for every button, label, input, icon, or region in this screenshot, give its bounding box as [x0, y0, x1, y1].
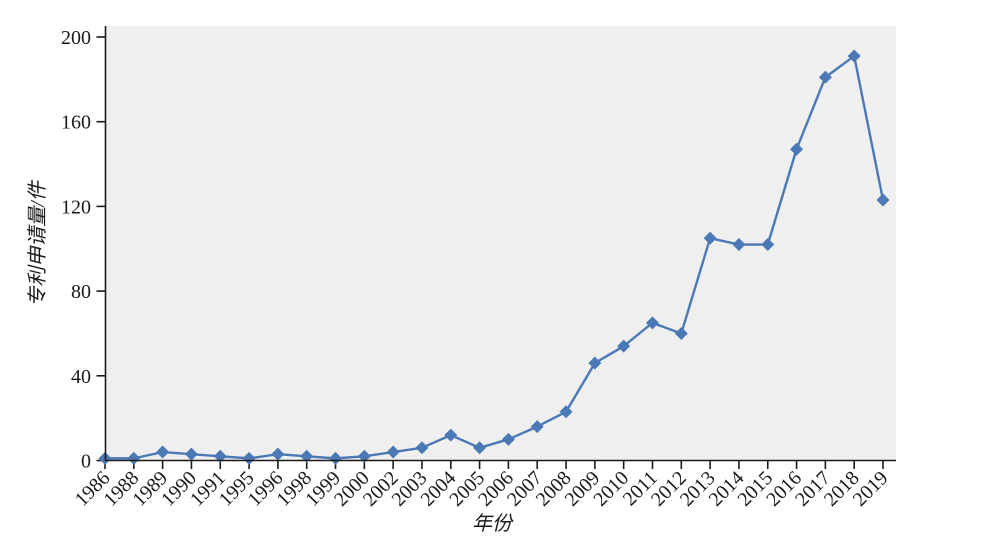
plot-area	[105, 26, 896, 461]
data-point-2009	[588, 356, 602, 370]
data-point-2014	[732, 238, 746, 252]
data-point-2015	[761, 238, 775, 252]
y-tick-label-80: 80	[71, 281, 91, 303]
data-point-1990	[184, 447, 198, 461]
data-point-1996	[271, 447, 285, 461]
y-tick-label-0: 0	[81, 451, 91, 473]
x-axis-title: 年份	[472, 513, 514, 535]
data-point-2006	[501, 432, 515, 446]
data-point-1995	[242, 451, 256, 465]
data-point-2012	[674, 326, 688, 340]
data-point-1991	[213, 449, 227, 463]
data-point-2011	[645, 316, 659, 330]
data-point-1988	[127, 451, 141, 465]
y-tick-label-200: 200	[61, 27, 91, 49]
series-line	[103, 54, 885, 460]
data-point-2017	[818, 70, 832, 84]
data-point-2018	[847, 49, 861, 63]
data-point-2010	[617, 339, 631, 353]
data-point-2002	[386, 445, 400, 459]
data-point-2007	[530, 420, 544, 434]
data-point-2000	[357, 449, 371, 463]
data-point-2019	[876, 193, 890, 207]
y-tick-label-120: 120	[61, 196, 91, 218]
data-point-1999	[329, 451, 343, 465]
y-axis-title: 专利申请量/件	[27, 179, 49, 307]
data-point-2003	[415, 441, 429, 455]
data-point-2013	[703, 231, 717, 245]
data-point-2016	[790, 142, 804, 156]
x-tick-label-2019: 2019	[849, 467, 893, 511]
data-point-1998	[300, 449, 314, 463]
y-tick-label-160: 160	[61, 112, 91, 134]
data-point-1989	[156, 445, 170, 459]
data-point-2004	[444, 428, 458, 442]
data-point-2005	[473, 441, 487, 455]
data-point-2008	[559, 405, 573, 419]
y-tick-label-40: 40	[71, 366, 91, 388]
